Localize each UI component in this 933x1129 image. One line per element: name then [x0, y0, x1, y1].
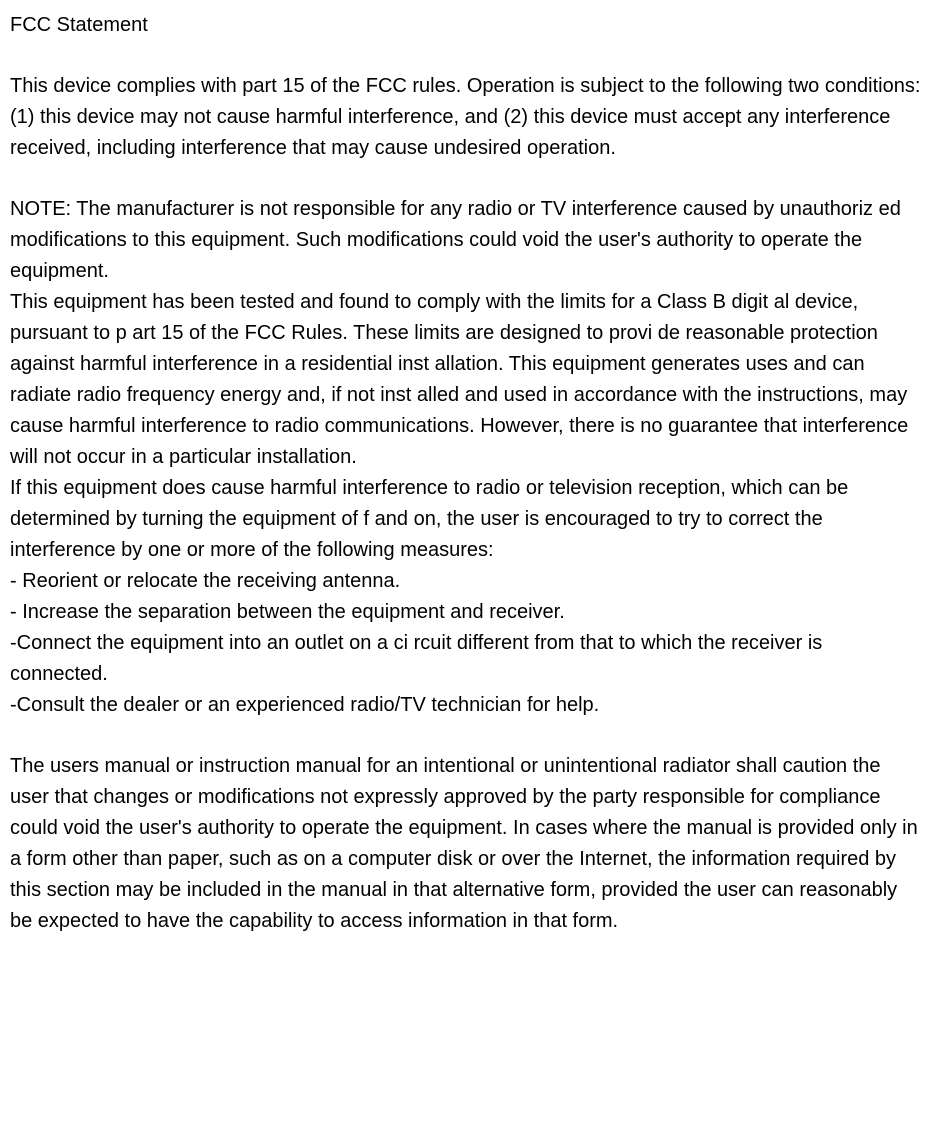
measure-reorient: - Reorient or relocate the receiving ant…: [10, 566, 923, 597]
paragraph-manual: The users manual or instruction manual f…: [10, 751, 923, 937]
paragraph-interference-intro: If this equipment does cause harmful int…: [10, 473, 923, 566]
paragraph-compliance: This device complies with part 15 of the…: [10, 71, 923, 164]
measure-outlet: -Connect the equipment into an outlet on…: [10, 628, 923, 690]
document-title: FCC Statement: [10, 10, 923, 41]
measure-consult: -Consult the dealer or an experienced ra…: [10, 690, 923, 721]
paragraph-testing: This equipment has been tested and found…: [10, 287, 923, 473]
paragraph-note: NOTE: The manufacturer is not responsibl…: [10, 194, 923, 287]
measure-separation: - Increase the separation between the eq…: [10, 597, 923, 628]
